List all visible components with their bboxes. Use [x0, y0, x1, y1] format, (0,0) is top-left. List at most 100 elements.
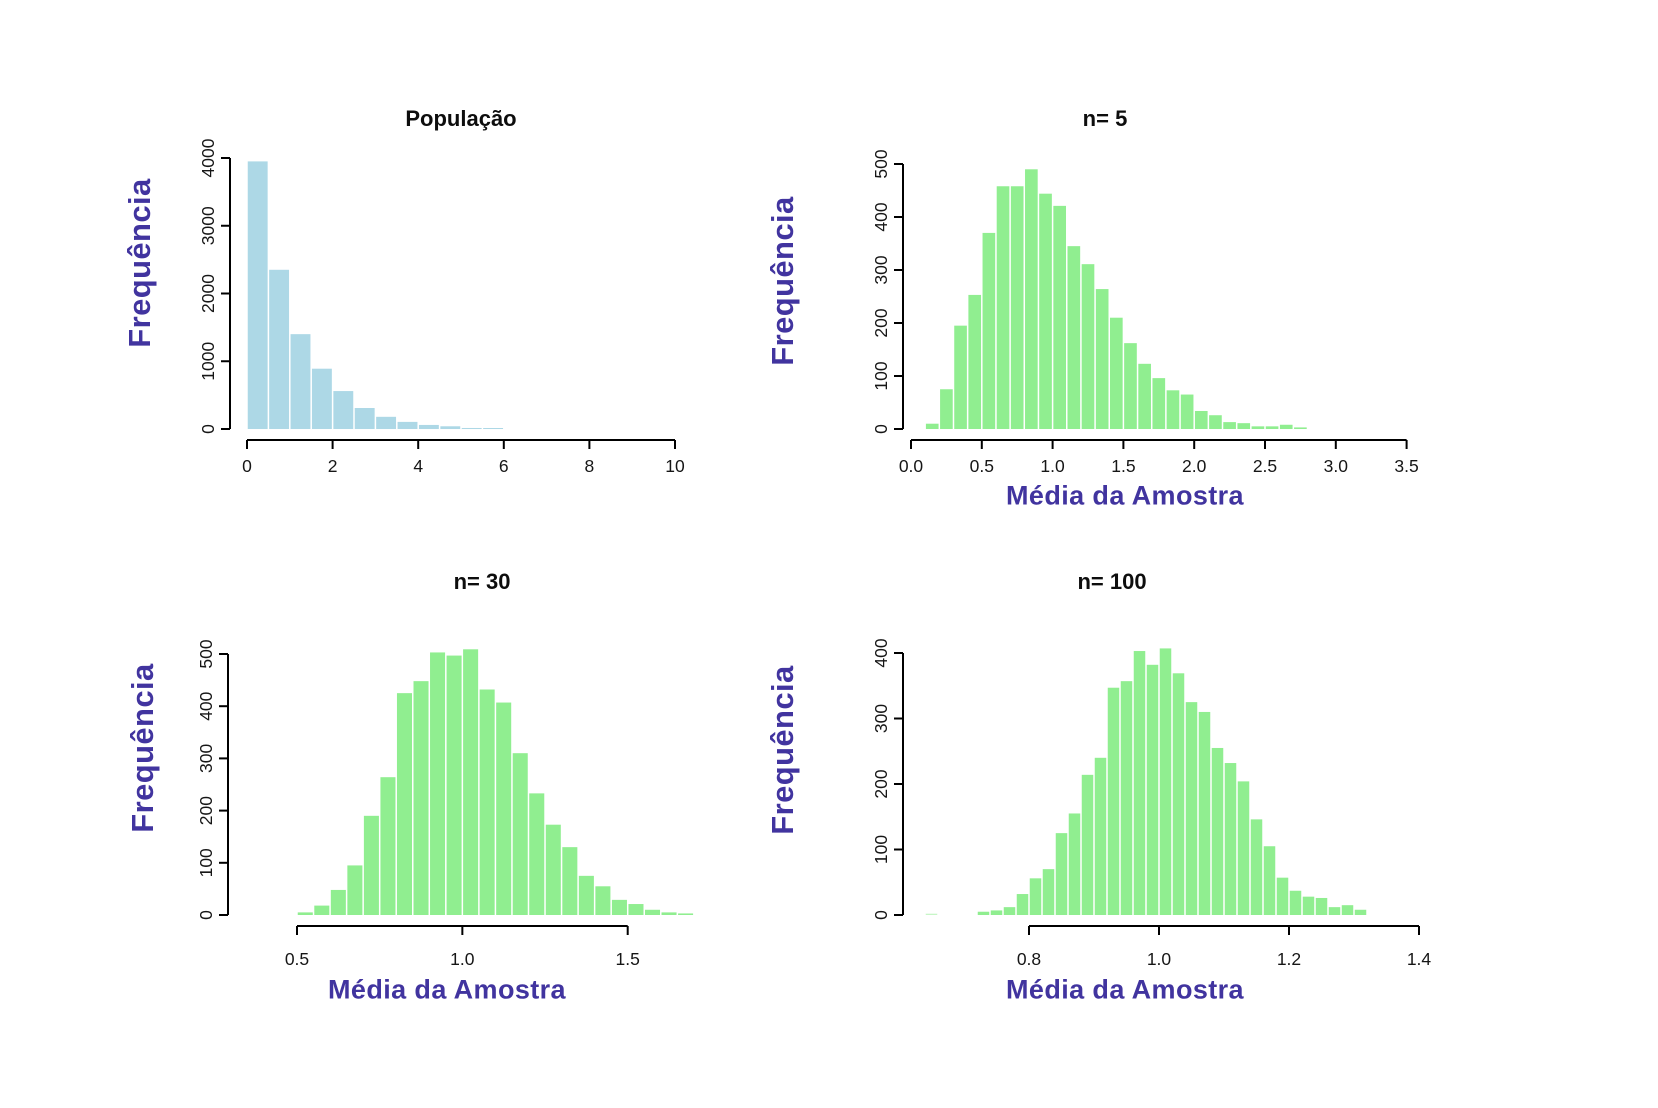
bar [1039, 193, 1052, 429]
bar [1185, 702, 1198, 916]
x-tick-label: 1.0 [1040, 456, 1065, 476]
y-tick-label: 200 [871, 308, 891, 337]
bar [446, 655, 462, 915]
bar [1279, 424, 1293, 429]
bar [290, 334, 311, 429]
bar [1265, 426, 1279, 429]
x-axis-label: Média da Amostra [328, 974, 566, 1005]
bar [1003, 907, 1016, 915]
x-axis: 0.0 0.5 1.0 1.5 2.0 2.5 3.0 3.5 [899, 439, 1419, 476]
bar [430, 652, 446, 915]
bar [463, 649, 479, 915]
y-tick-label: 200 [871, 769, 891, 798]
y-tick-label: 0 [198, 424, 218, 434]
bar [1302, 896, 1315, 915]
bar [1180, 394, 1194, 429]
x-tick-label: 1.0 [450, 949, 475, 969]
bar [1055, 833, 1068, 916]
x-tick-label: 1.4 [1407, 949, 1432, 969]
bar [1081, 774, 1094, 915]
x-tick-label: 2.0 [1182, 456, 1207, 476]
histogram-panel-n30: n= 30 Frequência Média da Amostra 0 100 20… [100, 560, 740, 1008]
x-tick-label: 1.0 [1147, 949, 1172, 969]
y-tick-label: 200 [196, 796, 216, 825]
bar [1237, 423, 1251, 429]
bar [1166, 390, 1180, 429]
x-axis: 0.5 1.0 1.5 [285, 925, 640, 969]
bar [397, 421, 418, 429]
bar [1172, 673, 1185, 915]
y-tick-label: 0 [871, 424, 891, 434]
y-axis: 0 100 200 300 400 500 [196, 639, 229, 920]
bar [1016, 894, 1029, 915]
y-tick-label: 500 [871, 149, 891, 178]
bar [1124, 343, 1137, 429]
bar [396, 693, 412, 915]
bar [247, 161, 268, 429]
bar [1067, 246, 1081, 429]
bar [611, 899, 627, 915]
y-tick-label: 300 [196, 744, 216, 773]
bar [1209, 415, 1222, 429]
bar [269, 269, 290, 429]
y-tick-label: 400 [871, 202, 891, 231]
bar [562, 847, 578, 915]
bar [595, 886, 611, 915]
bar [413, 681, 429, 915]
histogram-panel-populacao: População Frequência 0 1000 2000 3000 4000 0 2… [100, 95, 730, 515]
bar [1109, 317, 1123, 429]
bar [314, 905, 330, 915]
y-tick-label: 3000 [198, 206, 218, 245]
bar [578, 875, 594, 915]
x-tick-label: 1.2 [1277, 949, 1301, 969]
bar [330, 889, 346, 915]
bar [644, 909, 661, 915]
bar [925, 913, 938, 915]
x-tick-label: 2.5 [1253, 456, 1277, 476]
bar [1010, 186, 1024, 429]
bar [440, 426, 461, 429]
chart-title: n= 5 [1082, 106, 1128, 131]
bar [363, 815, 379, 915]
n30-plot: 0 100 200 300 400 500 0.5 1.0 1.5 [196, 639, 694, 969]
histogram-panel-n5: n= 5 Frequência Média da Amostra 0 100 200… [745, 95, 1455, 525]
bar [990, 910, 1003, 915]
x-tick-label: 0.5 [285, 949, 309, 969]
y-tick-label: 300 [871, 704, 891, 733]
bar [1159, 648, 1172, 915]
bar [1042, 869, 1055, 915]
bar [1263, 846, 1276, 916]
x-tick-label: 0.0 [899, 456, 924, 476]
bar [418, 424, 439, 430]
bar [1120, 681, 1133, 915]
x-tick-label: 2 [328, 456, 338, 476]
x-axis: 0 2 4 6 8 10 [242, 439, 685, 476]
y-axis: 0 100 200 300 400 500 [871, 149, 904, 434]
y-tick-label: 300 [871, 255, 891, 284]
bar [1250, 819, 1263, 915]
bar [1081, 264, 1095, 429]
chart-title: n= 30 [453, 569, 511, 594]
y-tick-label: 2000 [198, 274, 218, 313]
y-tick-label: 1000 [198, 342, 218, 381]
n5-plot: 0 100 200 300 400 500 0.0 0.5 1.0 1.5 2.0 2.5 3.0 3.5 [871, 149, 1419, 476]
y-axis: 0 1000 2000 3000 4000 [198, 138, 231, 434]
bar [968, 294, 982, 429]
bar [977, 911, 990, 916]
bar [529, 793, 545, 915]
bars [925, 169, 1307, 430]
bar [1294, 427, 1307, 429]
bar [954, 325, 967, 429]
bar [380, 777, 396, 915]
y-tick-label: 0 [196, 910, 216, 920]
bar [1133, 651, 1146, 915]
y-tick-label: 400 [871, 638, 891, 667]
bar [333, 391, 354, 429]
bar [1152, 378, 1166, 429]
bar [1194, 410, 1208, 429]
bar [1315, 897, 1328, 915]
chart-title: População [405, 106, 517, 131]
bar [1354, 909, 1367, 915]
bar [1251, 426, 1265, 429]
